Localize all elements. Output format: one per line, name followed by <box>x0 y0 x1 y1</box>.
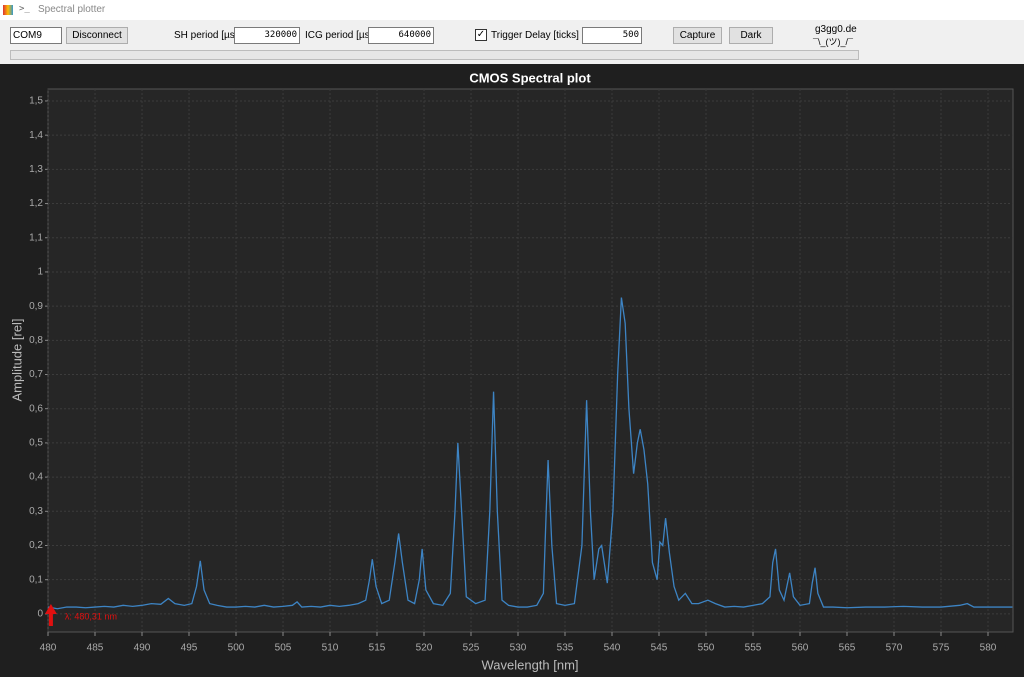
x-tick-label: 545 <box>651 643 668 654</box>
capture-button[interactable]: Capture <box>673 27 722 44</box>
y-tick-label: 0,7 <box>29 369 43 380</box>
y-tick-label: 0,3 <box>29 506 43 517</box>
delay-field[interactable]: 500 <box>582 27 642 44</box>
port-field[interactable]: COM9 <box>10 27 62 44</box>
y-tick-label: 0,6 <box>29 403 43 414</box>
y-tick-label: 1,2 <box>29 198 43 209</box>
title-bar: >_ Spectral plotter <box>0 0 1024 20</box>
x-tick-label: 515 <box>369 643 386 654</box>
console-icon: >_ <box>19 4 30 14</box>
x-tick-label: 525 <box>463 643 480 654</box>
y-tick-label: 0,4 <box>29 472 43 483</box>
icg-label: ICG period [µs] <box>305 30 373 41</box>
x-tick-label: 535 <box>557 643 574 654</box>
x-tick-label: 565 <box>839 643 856 654</box>
y-tick-label: 1,1 <box>29 232 43 243</box>
x-tick-label: 495 <box>181 643 198 654</box>
y-tick-label: 0,1 <box>29 574 43 585</box>
icg-field[interactable]: 640000 <box>368 27 434 44</box>
chart: CMOS Spectral plot Amplitude [rel] Wavel… <box>0 64 1024 677</box>
dark-button[interactable]: Dark <box>729 27 773 44</box>
sh-field[interactable]: 320000 <box>234 27 300 44</box>
app-icon <box>3 5 13 15</box>
sh-label: SH period [µs] <box>174 30 238 41</box>
window-title: Spectral plotter <box>38 4 106 15</box>
x-tick-label: 570 <box>886 643 903 654</box>
delay-label: Delay [ticks] <box>525 30 579 41</box>
y-tick-label: 0,2 <box>29 540 43 551</box>
x-tick-label: 500 <box>228 643 245 654</box>
y-tick-label: 1 <box>37 267 43 278</box>
y-tick-label: 0,5 <box>29 438 43 449</box>
x-tick-label: 490 <box>134 643 151 654</box>
x-axis-label: Wavelength [nm] <box>481 657 578 672</box>
x-tick-label: 540 <box>604 643 621 654</box>
shrug: ¯\_(ツ)_/¯ <box>813 37 853 47</box>
y-tick-label: 1,4 <box>29 130 43 141</box>
trigger-label: Trigger <box>491 30 523 41</box>
x-tick-label: 560 <box>792 643 809 654</box>
x-tick-label: 520 <box>416 643 433 654</box>
y-axis-label: Amplitude [rel] <box>9 318 24 401</box>
x-tick-label: 480 <box>40 643 57 654</box>
x-tick-label: 580 <box>980 643 997 654</box>
marker-label: λ: 480,31 nm <box>65 611 117 621</box>
x-tick-label: 505 <box>275 643 292 654</box>
plot-area <box>47 88 1014 633</box>
disconnect-button[interactable]: Disconnect <box>66 27 128 44</box>
credit-link[interactable]: g3gg0.de <box>815 24 857 35</box>
progress-bar <box>10 50 859 60</box>
chart-title: CMOS Spectral plot <box>469 70 591 85</box>
y-tick-label: 0 <box>37 609 43 620</box>
spectrum-line <box>47 297 1013 610</box>
x-tick-label: 530 <box>510 643 527 654</box>
y-tick-label: 0,8 <box>29 335 43 346</box>
marker-arrow <box>44 604 57 626</box>
trigger-checkbox[interactable]: ✓ <box>475 29 487 41</box>
y-tick-label: 0,9 <box>29 301 43 312</box>
x-tick-label: 485 <box>87 643 104 654</box>
x-tick-label: 550 <box>698 643 715 654</box>
y-tick-label: 1,3 <box>29 164 43 175</box>
y-tick-label: 1,5 <box>29 96 43 107</box>
x-tick-label: 510 <box>322 643 339 654</box>
x-tick-label: 555 <box>745 643 762 654</box>
x-tick-label: 575 <box>933 643 950 654</box>
